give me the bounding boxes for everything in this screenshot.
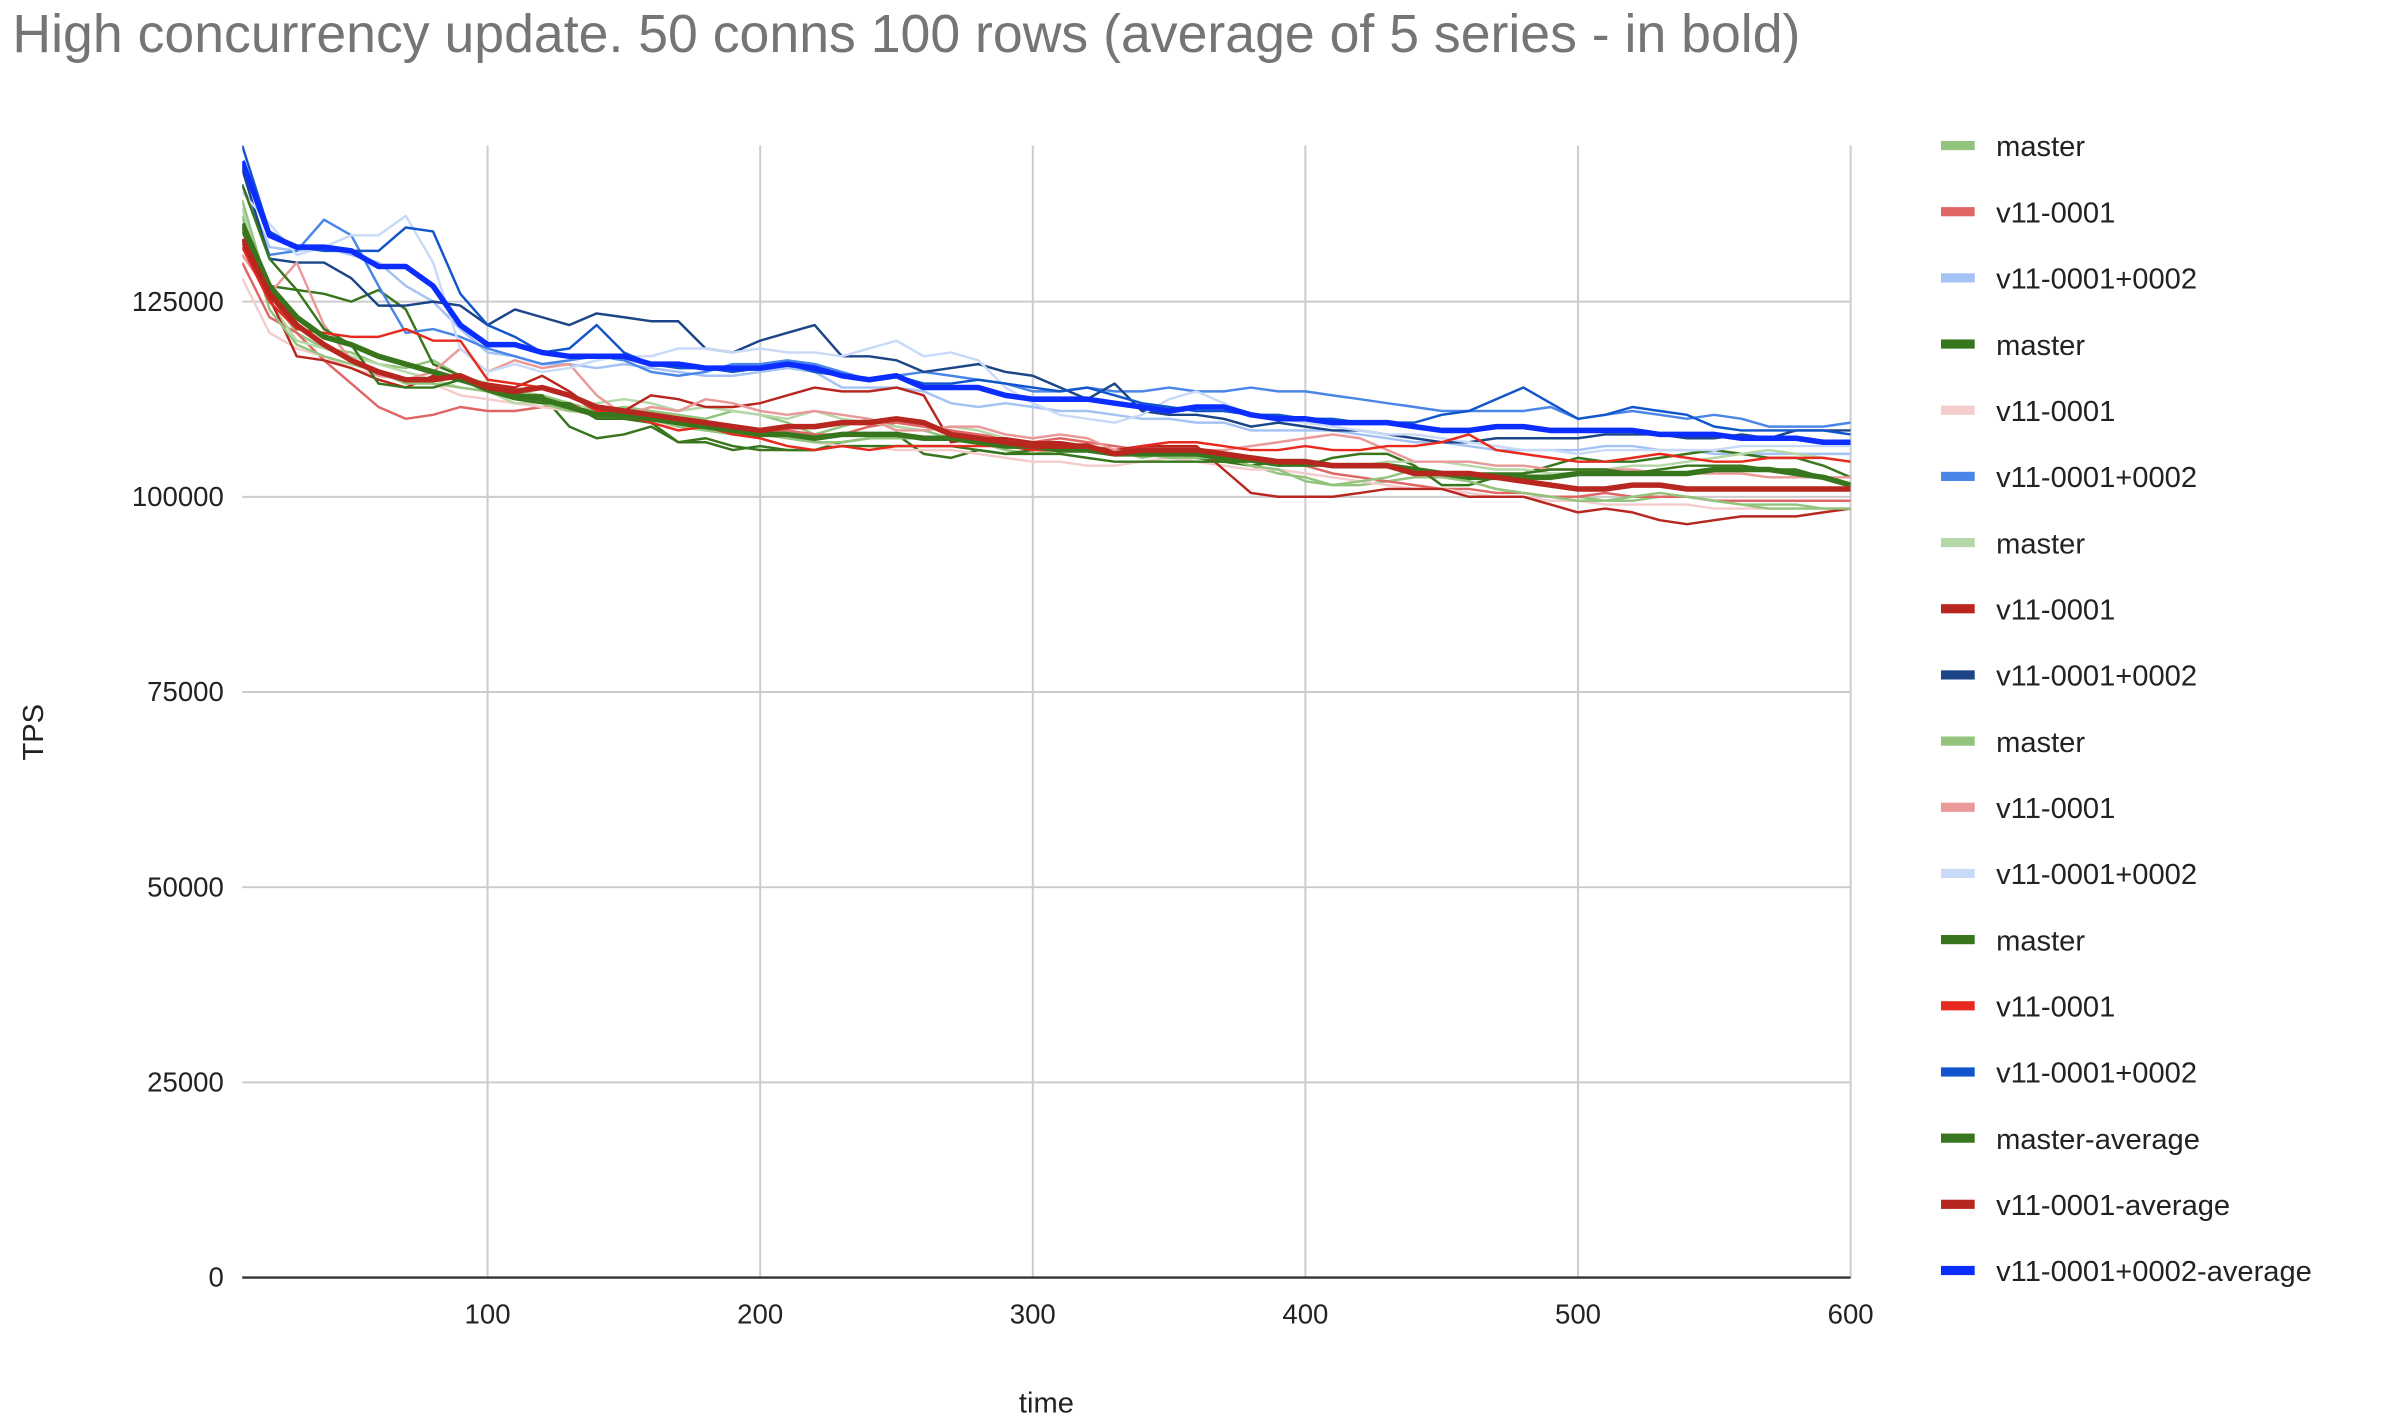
legend-swatch [1940, 935, 1975, 945]
legend-swatch [1940, 207, 1975, 217]
series-line-v11-0001-0002 [242, 145, 1851, 436]
legend-swatch [1940, 273, 1975, 283]
x-tick-label: 200 [737, 1298, 783, 1329]
legend-item[interactable]: master [1940, 925, 2085, 957]
x-tick-label: 100 [465, 1298, 511, 1329]
legend-label: v11-0001+0002 [1996, 661, 2197, 693]
series-line-master [242, 184, 1851, 487]
series-line-v11-0001 [242, 238, 1851, 526]
series-line-master [242, 215, 1851, 510]
chart-title: High concurrency update. 50 conns 100 ro… [12, 4, 1800, 64]
x-axis-ticks: 100 200 300 400 500 600 [465, 1298, 1874, 1329]
legend-label: v11-0001-average [1996, 1190, 2230, 1222]
legend-label: v11-0001+0002 [1996, 859, 2197, 891]
legend-label: v11-0001 [1996, 793, 2115, 825]
gridlines [242, 145, 1852, 1278]
legend-label: master [1996, 131, 2085, 163]
x-tick-label: 600 [1828, 1298, 1874, 1329]
legend-item[interactable]: master [1940, 727, 2085, 759]
legend-swatch [1940, 471, 1975, 481]
legend-swatch [1940, 736, 1975, 746]
legend-swatch [1940, 1265, 1975, 1276]
y-axis-label: TPS [18, 704, 50, 761]
legend-item[interactable]: v11-0001 [1940, 992, 2115, 1024]
legend-label: v11-0001+0002 [1996, 462, 2197, 494]
legend-item[interactable]: master [1940, 330, 2085, 362]
x-tick-label: 400 [1282, 1298, 1328, 1329]
legend-label: master [1996, 528, 2085, 560]
legend-item[interactable]: v11-0001+0002 [1940, 462, 2197, 494]
legend-label: v11-0001 [1996, 396, 2115, 428]
legend-item[interactable]: v11-0001+0002 [1940, 661, 2197, 693]
legend-swatch [1940, 537, 1975, 548]
legend-swatch [1940, 868, 1975, 879]
legend-item[interactable]: master [1940, 528, 2085, 560]
y-tick-label: 50000 [147, 871, 224, 902]
legend-label: master [1996, 925, 2085, 957]
series-lines [242, 145, 1851, 526]
legend-item[interactable]: master [1940, 131, 2085, 163]
y-tick-label: 100000 [132, 481, 224, 512]
legend-swatch [1940, 802, 1975, 812]
legend-swatch [1940, 1001, 1975, 1011]
y-tick-label: 75000 [147, 676, 224, 707]
series-line-v11-0001-average [242, 238, 1851, 492]
series-line-v11-0001-0002 [242, 191, 1851, 456]
legend-swatch [1940, 339, 1975, 349]
legend-label: v11-0001 [1996, 197, 2115, 229]
legend-swatch [1940, 604, 1975, 614]
x-axis-label: time [1019, 1387, 1074, 1419]
legend-swatch [1940, 1199, 1975, 1209]
y-tick-label: 0 [208, 1262, 223, 1293]
legend-label: master-average [1996, 1124, 2200, 1156]
legend-label: v11-0001 [1996, 992, 2115, 1024]
series-line-v11-0001 [242, 262, 1851, 502]
legend-item[interactable]: v11-0001+0002-average [1940, 1256, 2312, 1288]
legend-item[interactable]: v11-0001+0002 [1940, 1058, 2197, 1090]
legend-item[interactable]: v11-0001 [1940, 396, 2115, 428]
legend-label: v11-0001+0002 [1996, 264, 2197, 296]
x-tick-label: 500 [1555, 1298, 1601, 1329]
legend-label: master [1996, 727, 2085, 759]
legend-item[interactable]: v11-0001 [1940, 197, 2115, 229]
series-line-v11-0001-0002-average [242, 160, 1851, 445]
y-tick-label: 25000 [147, 1067, 224, 1098]
legend: master v11-0001 v11-0001+0002 master v11-000… [1940, 131, 2312, 1288]
y-axis-ticks: 0 25000 50000 75000 100000 125000 [132, 286, 224, 1293]
legend-item[interactable]: v11-0001+0002 [1940, 264, 2197, 296]
legend-label: master [1996, 330, 2085, 362]
legend-label: v11-0001 [1996, 594, 2115, 626]
legend-item[interactable]: master-average [1940, 1124, 2200, 1156]
legend-swatch [1940, 140, 1975, 151]
x-tick-label: 300 [1010, 1298, 1056, 1329]
y-tick-label: 125000 [132, 286, 224, 317]
legend-item[interactable]: v11-0001+0002 [1940, 859, 2197, 891]
legend-swatch [1940, 1067, 1975, 1077]
legend-swatch [1940, 405, 1975, 415]
legend-item[interactable]: v11-0001 [1940, 594, 2115, 626]
legend-label: v11-0001+0002 [1996, 1058, 2197, 1090]
legend-item[interactable]: v11-0001-average [1940, 1190, 2230, 1222]
legend-label: v11-0001+0002-average [1996, 1256, 2312, 1288]
legend-swatch [1940, 670, 1975, 680]
series-line-v11-0001-0002 [242, 168, 1851, 444]
legend-item[interactable]: v11-0001 [1940, 793, 2115, 825]
legend-swatch [1940, 1133, 1975, 1143]
